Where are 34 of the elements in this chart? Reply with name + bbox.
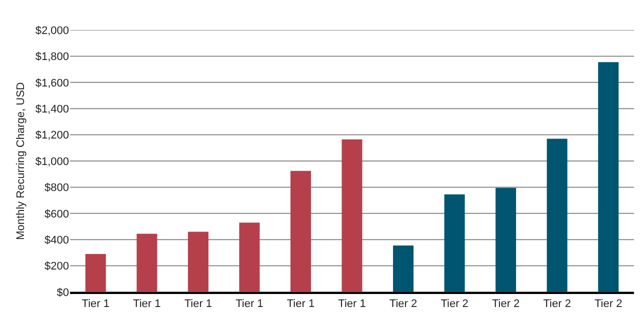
y-tick-label: $1,000: [35, 156, 69, 168]
bar: [598, 62, 619, 292]
y-tick-label: $400: [44, 234, 69, 246]
x-tick-label: Tier 2: [389, 298, 418, 310]
y-tick-label: $2,000: [35, 24, 69, 37]
x-tick-label: Tier 1: [286, 298, 315, 310]
bar: [85, 254, 106, 292]
bar: [136, 234, 158, 292]
bar: [239, 222, 260, 292]
x-tick-label: Tier 1: [82, 298, 110, 310]
x-tick-label: Tier 1: [338, 298, 366, 310]
bar: [546, 138, 568, 292]
y-tick-label: $0: [56, 286, 69, 299]
bar: [290, 170, 311, 292]
y-tick-label: $600: [44, 208, 69, 220]
y-axis-title: Monthly Recurring Charge, USD: [14, 82, 27, 240]
y-tick-label: $1,400: [35, 103, 69, 116]
y-tick-label: $1,600: [35, 77, 69, 90]
bar: [496, 188, 516, 292]
y-tick-label: $800: [44, 182, 69, 194]
y-tick-label: $1,200: [35, 130, 69, 142]
bar: [188, 232, 208, 292]
x-tick-label: Tier 2: [594, 298, 622, 310]
y-tick-label: $200: [44, 260, 69, 273]
x-tick-label: Tier 2: [492, 298, 520, 310]
x-tick-label: Tier 1: [236, 298, 264, 310]
y-tick-label: $1,800: [35, 51, 69, 64]
x-tick-label: Tier 2: [440, 298, 468, 310]
bar: [342, 139, 362, 292]
x-tick-label: Tier 1: [133, 298, 161, 310]
x-tick-label: Tier 1: [184, 298, 212, 310]
bar: [444, 194, 465, 292]
bar: [393, 246, 414, 292]
x-tick-label: Tier 2: [543, 298, 571, 310]
